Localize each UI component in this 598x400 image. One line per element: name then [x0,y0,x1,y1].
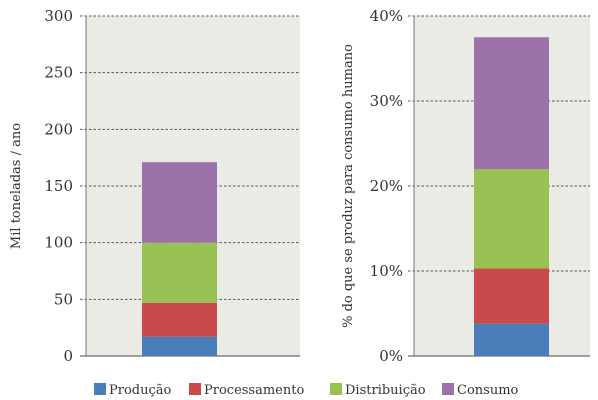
y-tick-label: 50 [54,290,73,308]
bar-segment [142,242,217,303]
y-axis-label: Mil toneladas / ano [9,123,24,249]
y-tick-label: 300 [44,7,73,25]
y-tick-label: 40% [370,7,403,25]
y-tick-label: 10% [370,262,403,280]
bar-segment [474,323,549,356]
legend-swatch [189,383,201,395]
bar-segment [142,162,217,243]
right-chart: 0% 10% 20% 30% 40% % do que se produz para co… [341,7,590,365]
legend-swatch [442,383,454,395]
y-tick-label: 200 [44,120,73,138]
legend-swatch [330,383,342,395]
y-tick-label: 0% [379,347,403,365]
y-tick-label: 30% [370,92,403,110]
legend-label: Produção [109,383,172,398]
y-axis-label: % do que se produz para consumo humano [341,44,356,328]
y-tick-label: 20% [370,177,403,195]
legend-label: Distribuição [345,383,426,398]
bar-segment [474,268,549,324]
left-chart: 0 50 100 150 200 250 300 Mil toneladas / ano [9,7,300,365]
y-tick-label: 250 [44,64,73,82]
bar-segment [474,37,549,169]
y-tick-label: 150 [44,177,73,195]
bar-segment [474,169,549,269]
legend: Produção Processamento Distribuição Consumo [94,383,519,398]
y-tick-label: 0 [63,347,73,365]
legend-label: Consumo [457,383,519,398]
legend-label: Processamento [204,383,304,398]
bar-segment [142,302,217,337]
legend-swatch [94,383,106,395]
y-tick-label: 100 [44,234,73,252]
bar-segment [142,336,217,356]
